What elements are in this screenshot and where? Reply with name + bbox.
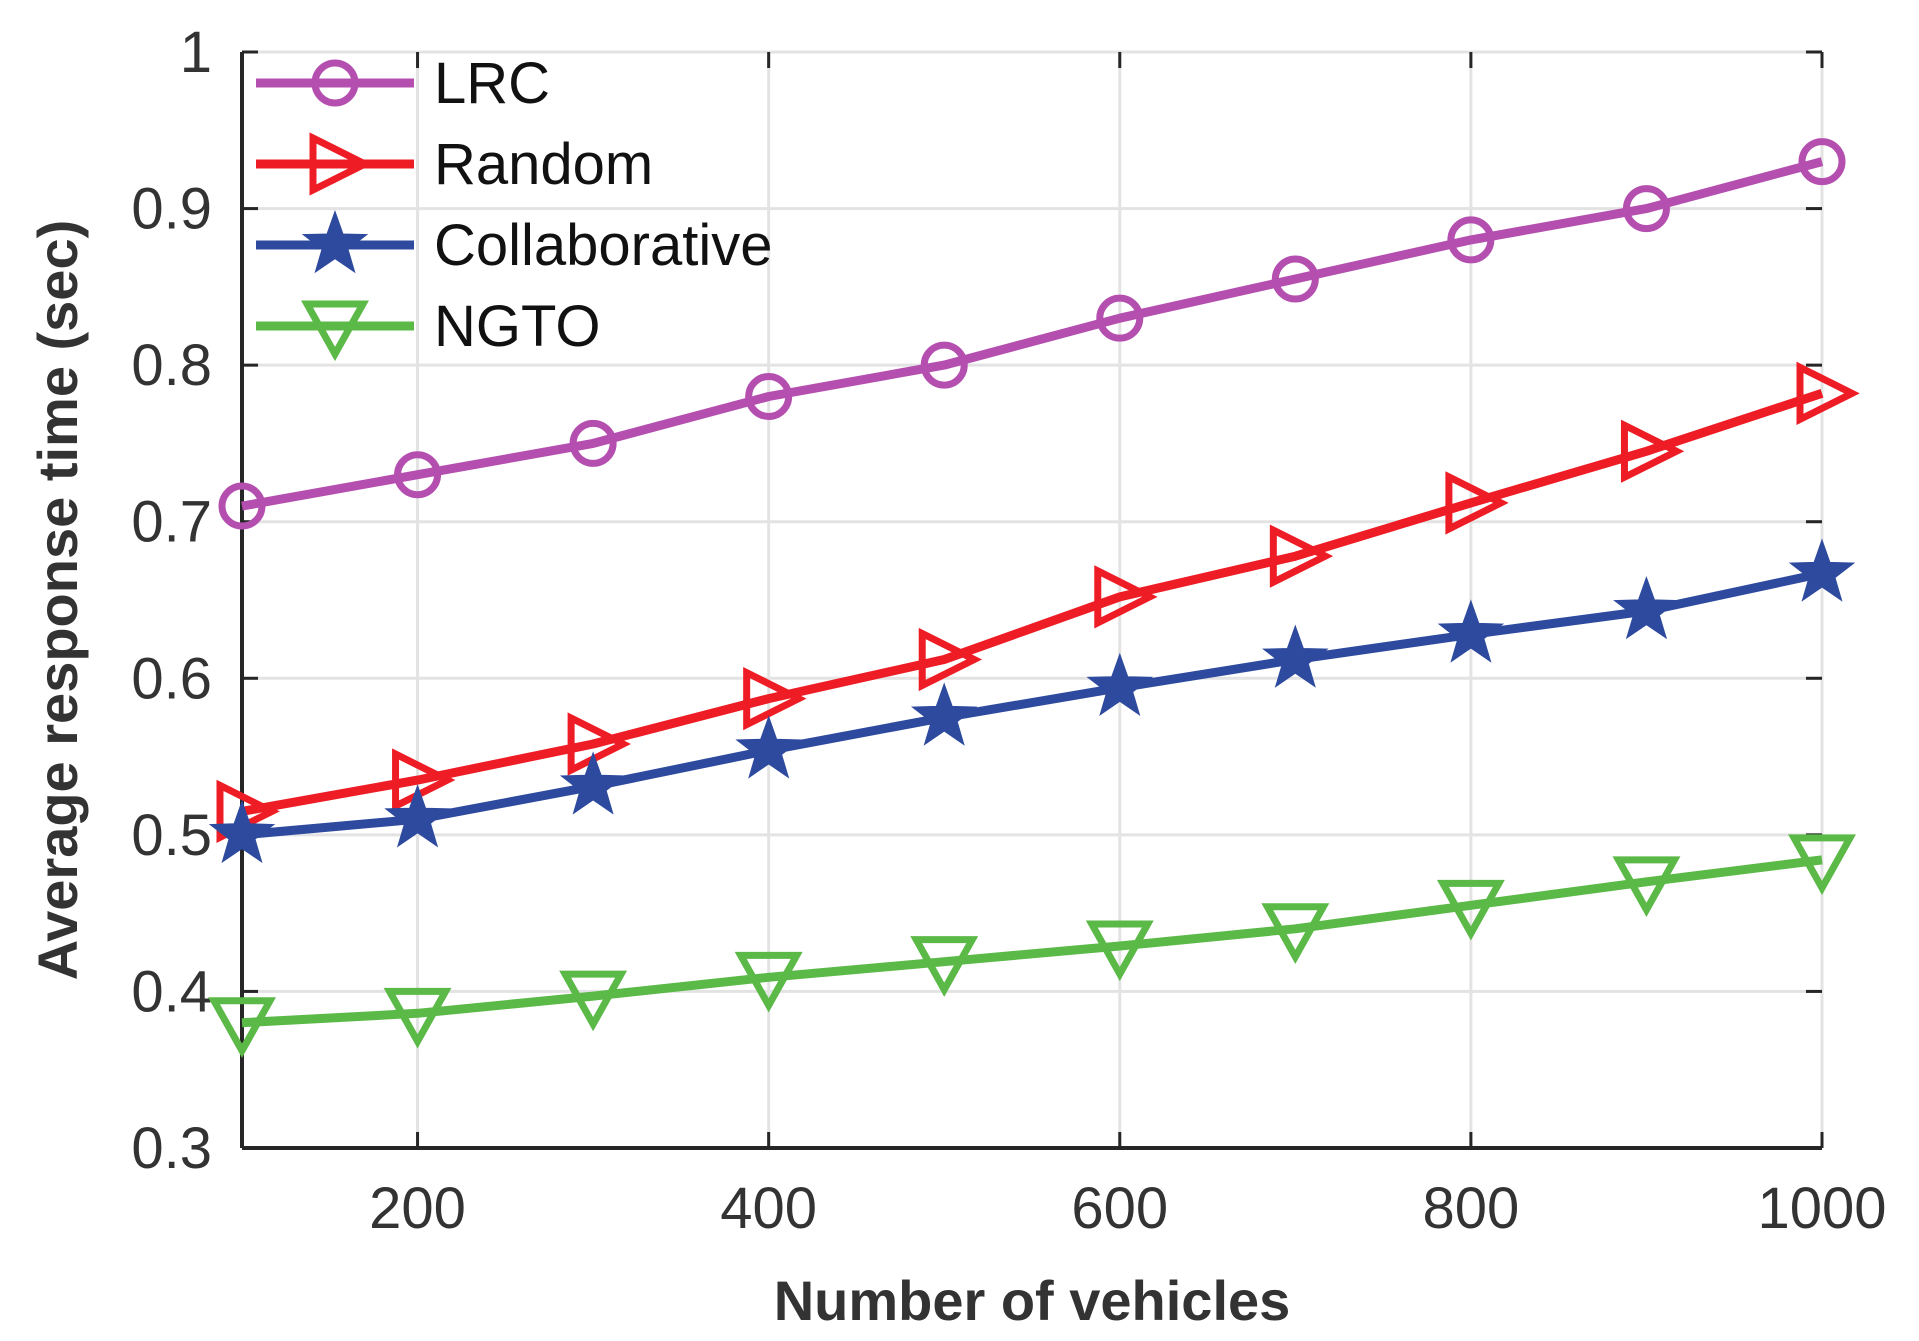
data-point-lrc — [1622, 185, 1670, 233]
data-point-random — [1620, 419, 1685, 483]
axes: 200 400 600 800 1000 0.3 0.4 0.5 0.6 0.7 0.8 0.9 1 — [131, 20, 1886, 1241]
legend-label: NGTO — [434, 294, 601, 359]
data-point-collaborative — [735, 715, 802, 779]
data-point-random — [918, 627, 983, 692]
x-tick-label: 400 — [720, 1176, 817, 1241]
data-point-ngto — [1261, 903, 1330, 964]
series-line-random — [241, 389, 1824, 816]
x-tick-label: 200 — [369, 1176, 466, 1241]
data-point-ngto — [383, 987, 452, 1049]
data-point-random — [1796, 361, 1860, 425]
data-point-random — [392, 748, 456, 812]
data-point-random — [1269, 524, 1334, 588]
legend-swatch-marker — [301, 300, 369, 362]
legend-item-lrc: LRC — [256, 51, 550, 116]
y-tick-label: 0.5 — [131, 803, 212, 868]
series-line-collaborative — [241, 568, 1823, 840]
y-tick-label: 0.8 — [131, 333, 212, 398]
x-axis-title: Number of vehicles — [774, 1269, 1291, 1332]
data-point-collaborative — [910, 682, 978, 746]
data-point-random — [1445, 471, 1509, 535]
data-point-collaborative — [1788, 538, 1856, 602]
legend-item-ngto: NGTO — [256, 294, 601, 362]
data-point-ngto — [734, 951, 803, 1013]
y-tick-label: 0.7 — [131, 490, 212, 555]
data-point-ngto — [910, 936, 979, 997]
legend-swatch-marker — [311, 59, 359, 107]
y-tick-label: 0.9 — [131, 177, 212, 242]
series-ngto — [208, 834, 1856, 1058]
data-point-random — [1094, 565, 1158, 629]
data-point-ngto — [1612, 856, 1681, 917]
y-axis-title: Average response time (sec) — [26, 220, 89, 980]
data-point-collaborative — [384, 784, 451, 848]
data-point-collaborative — [1262, 624, 1329, 688]
data-point-ngto — [1436, 879, 1505, 941]
legend-label: LRC — [434, 51, 550, 116]
data-point-lrc — [1271, 255, 1319, 303]
data-point-lrc — [394, 451, 442, 499]
data-point-ngto — [1788, 834, 1856, 896]
data-point-lrc — [920, 341, 968, 389]
y-tick-label: 0.6 — [131, 646, 212, 711]
data-point-collaborative — [208, 799, 276, 864]
data-point-lrc — [1447, 216, 1495, 264]
legend-swatch-marker — [301, 209, 369, 274]
data-point-random — [743, 666, 807, 731]
series-lrc — [218, 138, 1846, 530]
legend-label: Collaborative — [434, 213, 773, 278]
legend-swatch-marker — [309, 132, 373, 196]
data-point-ngto — [559, 970, 628, 1032]
data-point-collaborative — [1437, 599, 1505, 663]
legend: LRC Random Collaborative NGTO — [256, 51, 773, 362]
data-point-lrc — [745, 372, 793, 420]
data-point-ngto — [1085, 920, 1154, 982]
data-point-collaborative — [1613, 576, 1680, 640]
y-tick-label: 0.3 — [131, 1116, 212, 1181]
y-tick-label: 1 — [180, 20, 212, 85]
series-random — [216, 361, 1860, 844]
series-line-ngto — [241, 855, 1823, 1028]
series-collaborative — [208, 538, 1856, 864]
data-point-collaborative — [559, 751, 627, 815]
y-tick-label: 0.4 — [131, 959, 212, 1024]
series-line-lrc — [241, 157, 1824, 511]
data-point-lrc — [1798, 138, 1846, 186]
data-point-collaborative — [1086, 652, 1154, 717]
legend-item-random: Random — [256, 132, 653, 197]
x-tick-label: 600 — [1071, 1176, 1168, 1241]
plot-area — [242, 52, 1822, 1148]
data-point-lrc — [1096, 294, 1144, 342]
legend-item-collaborative: Collaborative — [256, 209, 773, 278]
legend-label: Random — [434, 132, 653, 197]
x-tick-label: 1000 — [1757, 1176, 1886, 1241]
series-layer — [208, 138, 1860, 1058]
data-point-lrc — [218, 482, 266, 530]
data-point-ngto — [208, 997, 276, 1058]
data-point-random — [567, 712, 631, 776]
data-point-lrc — [569, 419, 617, 467]
x-tick-label: 800 — [1422, 1176, 1519, 1241]
